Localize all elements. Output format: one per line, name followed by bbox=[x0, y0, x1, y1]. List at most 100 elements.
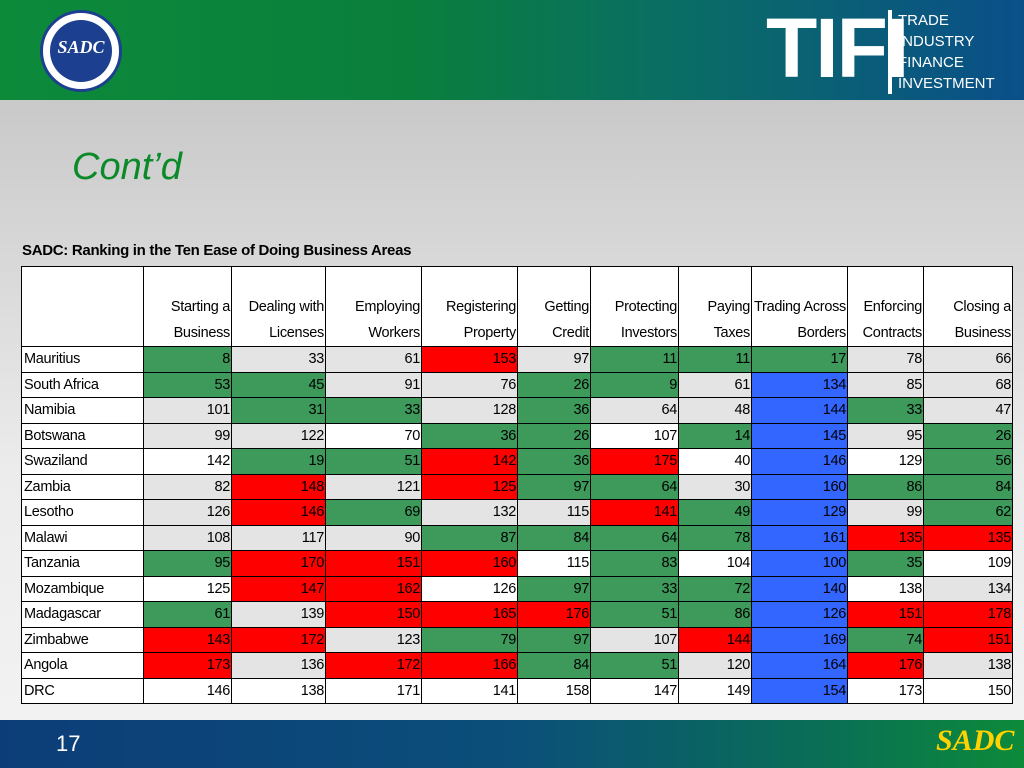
rank-cell: 19 bbox=[231, 448, 326, 475]
rank-cell: 172 bbox=[325, 652, 422, 679]
rank-cell: 33 bbox=[325, 397, 422, 424]
rank-cell: 153 bbox=[421, 346, 518, 373]
rank-cell: 64 bbox=[590, 473, 679, 500]
slide-title: Cont’d bbox=[72, 146, 182, 188]
rank-cell: 171 bbox=[325, 677, 422, 704]
column-header-line: Trading Across bbox=[754, 299, 846, 315]
country-cell: Zimbabwe bbox=[21, 626, 144, 653]
rank-cell: 115 bbox=[517, 499, 591, 526]
rank-cell: 147 bbox=[590, 677, 679, 704]
rank-cell: 173 bbox=[847, 677, 924, 704]
rank-cell: 36 bbox=[517, 397, 591, 424]
column-header: Protecting Investors bbox=[590, 266, 679, 347]
rank-cell: 104 bbox=[678, 550, 752, 577]
rank-cell: 78 bbox=[678, 524, 752, 551]
rank-cell: 147 bbox=[231, 575, 326, 602]
rank-cell: 154 bbox=[751, 677, 848, 704]
rank-cell: 146 bbox=[231, 499, 326, 526]
rank-cell: 173 bbox=[143, 652, 232, 679]
rank-cell: 139 bbox=[231, 601, 326, 628]
tifi-line-finance: FINANCE bbox=[898, 54, 964, 71]
rank-cell: 97 bbox=[517, 575, 591, 602]
rank-cell: 176 bbox=[847, 652, 924, 679]
table-row: South Africa 53 45 91 76 26 9 61 134 85 68 bbox=[21, 371, 1013, 398]
column-header: Registering Property bbox=[421, 266, 518, 347]
column-header-line: Dealing with bbox=[248, 299, 325, 315]
rank-cell: 178 bbox=[923, 601, 1013, 628]
rank-cell: 76 bbox=[421, 371, 518, 398]
rank-cell: 70 bbox=[325, 422, 422, 449]
rank-cell: 84 bbox=[517, 524, 591, 551]
rank-cell: 86 bbox=[847, 473, 924, 500]
rank-cell: 61 bbox=[325, 346, 422, 373]
rank-cell: 33 bbox=[231, 346, 326, 373]
rank-cell: 82 bbox=[143, 473, 232, 500]
column-header-line: Starting a bbox=[170, 299, 230, 315]
column-header-line: Investors bbox=[620, 325, 677, 341]
rank-cell: 97 bbox=[517, 626, 591, 653]
column-header-line: Closing a bbox=[953, 299, 1011, 315]
country-cell: Madagascar bbox=[21, 601, 144, 628]
table-row: Tanzania 95 170 151 160 115 83 104 100 35 109 bbox=[21, 550, 1013, 577]
rank-cell: 150 bbox=[325, 601, 422, 628]
table-header-row: Starting a Business Dealing with Licenses Em… bbox=[21, 266, 1013, 347]
column-header-line: Business bbox=[173, 325, 231, 341]
rank-cell: 85 bbox=[847, 371, 924, 398]
rank-cell: 120 bbox=[678, 652, 752, 679]
column-header: Employing Workers bbox=[325, 266, 422, 347]
table-row: Madagascar 61 139 150 165 176 51 86 126 151 178 bbox=[21, 601, 1013, 628]
rank-cell: 35 bbox=[847, 550, 924, 577]
country-cell: Botswana bbox=[21, 422, 144, 449]
table-row: Zambia 82 148 121 125 97 64 30 160 86 84 bbox=[21, 473, 1013, 500]
rank-cell: 126 bbox=[751, 601, 848, 628]
rank-cell: 117 bbox=[231, 524, 326, 551]
rank-cell: 134 bbox=[751, 371, 848, 398]
rank-cell: 144 bbox=[678, 626, 752, 653]
column-header-line: Protecting bbox=[614, 299, 678, 315]
rank-cell: 148 bbox=[231, 473, 326, 500]
rank-cell: 160 bbox=[751, 473, 848, 500]
column-header: Trading Across Borders bbox=[751, 266, 848, 347]
footer-banner: 17 SADC bbox=[0, 720, 1024, 768]
rank-cell: 31 bbox=[231, 397, 326, 424]
rank-cell: 74 bbox=[847, 626, 924, 653]
rank-cell: 135 bbox=[923, 524, 1013, 551]
rank-cell: 84 bbox=[923, 473, 1013, 500]
rank-cell: 79 bbox=[421, 626, 518, 653]
country-cell: DRC bbox=[21, 677, 144, 704]
country-cell: Mauritius bbox=[21, 346, 144, 373]
column-header-line: Getting bbox=[544, 299, 589, 315]
rank-cell: 61 bbox=[678, 371, 752, 398]
rank-cell: 51 bbox=[590, 652, 679, 679]
rank-cell: 26 bbox=[517, 422, 591, 449]
rank-cell: 51 bbox=[325, 448, 422, 475]
rank-cell: 95 bbox=[143, 550, 232, 577]
table-row: Lesotho 126 146 69 132 115 141 49 129 99 62 bbox=[21, 499, 1013, 526]
rank-cell: 142 bbox=[421, 448, 518, 475]
rank-cell: 126 bbox=[421, 575, 518, 602]
column-header: Dealing with Licenses bbox=[231, 266, 326, 347]
rank-cell: 61 bbox=[143, 601, 232, 628]
column-header-line: Employing bbox=[355, 299, 420, 315]
rank-cell: 144 bbox=[751, 397, 848, 424]
tifi-line-trade: TRADE bbox=[898, 12, 949, 29]
rank-cell: 151 bbox=[923, 626, 1013, 653]
page-number: 17 bbox=[56, 731, 81, 756]
sadc-logo: SADC bbox=[40, 10, 122, 92]
column-header-line: Contracts bbox=[862, 325, 923, 341]
rank-cell: 95 bbox=[847, 422, 924, 449]
rank-cell: 135 bbox=[847, 524, 924, 551]
rank-cell: 143 bbox=[143, 626, 232, 653]
corner-cell bbox=[21, 266, 144, 347]
rank-cell: 11 bbox=[590, 346, 679, 373]
rank-cell: 99 bbox=[143, 422, 232, 449]
rank-cell: 109 bbox=[923, 550, 1013, 577]
tifi-tagline: TRADE INDUSTRY FINANCE INVESTMENT bbox=[898, 10, 995, 94]
column-header-line: Borders bbox=[797, 325, 846, 341]
rank-cell: 145 bbox=[751, 422, 848, 449]
country-cell: Namibia bbox=[21, 397, 144, 424]
rank-cell: 48 bbox=[678, 397, 752, 424]
header-banner: SADC TIFI TRADE INDUSTRY FINANCE INVESTM… bbox=[0, 0, 1024, 100]
rank-cell: 146 bbox=[143, 677, 232, 704]
rank-cell: 33 bbox=[847, 397, 924, 424]
